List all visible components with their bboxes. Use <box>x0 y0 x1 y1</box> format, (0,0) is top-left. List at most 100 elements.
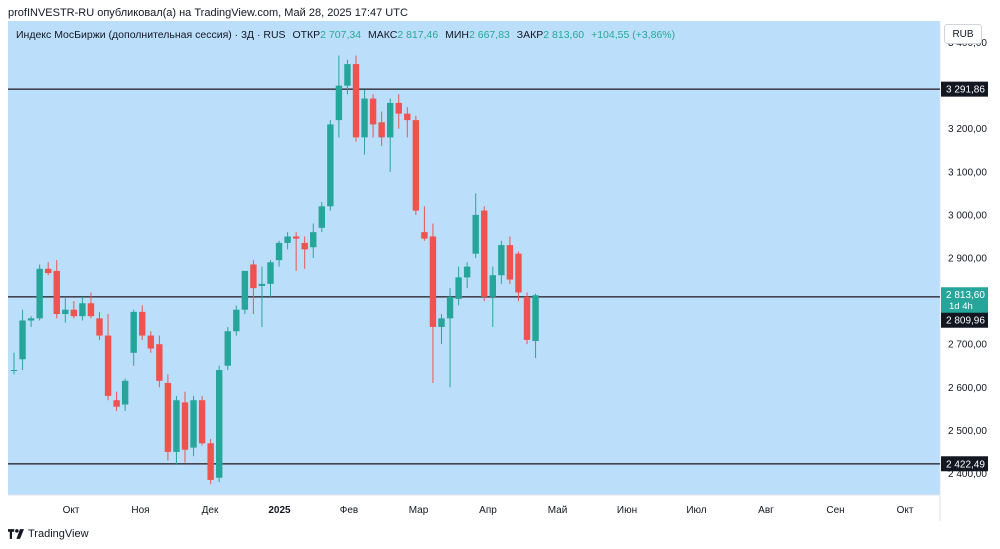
candle-body <box>446 296 454 319</box>
candle-body <box>335 85 343 121</box>
candle-body <box>216 370 223 478</box>
candle <box>498 240 505 284</box>
candle <box>369 94 377 138</box>
candle-body <box>190 400 197 448</box>
y-tick-label: 2 500,00 <box>948 426 987 437</box>
x-tick-label: Окт <box>63 505 80 516</box>
candle-body <box>224 331 231 366</box>
candlestick-chart[interactable]: 2 400,002 500,002 600,002 700,002 800,00… <box>8 21 990 521</box>
candle <box>463 262 471 289</box>
x-tick-label: Ноя <box>131 505 149 516</box>
candle <box>335 55 343 138</box>
level-price-tag <box>941 456 988 472</box>
candle <box>327 120 334 211</box>
x-tick-label: Мар <box>409 505 429 516</box>
candle-body <box>113 400 120 407</box>
candle-body <box>344 64 351 86</box>
candle-body <box>233 309 240 332</box>
candle-body <box>241 270 249 310</box>
legend-high-value: 2 817,46 <box>397 29 439 41</box>
plot-background <box>8 21 940 495</box>
y-tick-label: 2 400,00 <box>948 469 987 480</box>
y-tick-label: 3 100,00 <box>948 167 987 178</box>
candle <box>267 260 274 297</box>
candle <box>344 59 351 95</box>
chart-area[interactable]: 2 400,002 500,002 600,002 700,002 800,00… <box>8 21 990 521</box>
legend-symbol: Индекс МосБиржи (дополнительная сессия) … <box>16 29 286 41</box>
candle <box>53 260 60 319</box>
level-price-tag <box>941 312 988 328</box>
candle <box>250 260 257 315</box>
legend-close-value: 2 813,60 <box>543 29 585 41</box>
legend-low-value: 2 667,83 <box>469 29 510 41</box>
candle-body <box>121 380 129 405</box>
candle-body <box>327 124 334 207</box>
currency-button[interactable]: RUB <box>944 24 982 44</box>
price-scale-background <box>940 21 990 521</box>
candle-body <box>147 335 154 349</box>
candle-body <box>463 266 471 278</box>
candle <box>216 365 223 483</box>
candle-body <box>173 400 180 452</box>
candle <box>532 293 539 359</box>
level-price-tag <box>941 81 988 97</box>
candle-body <box>481 210 488 297</box>
candle-body <box>275 242 283 261</box>
candle-body <box>515 253 522 293</box>
candle-body <box>506 245 514 280</box>
candle-body <box>36 268 43 319</box>
candle <box>506 236 514 284</box>
candle <box>310 223 317 258</box>
candle-body <box>498 245 505 276</box>
candle <box>472 193 479 258</box>
candle <box>10 352 18 375</box>
candle <box>378 111 385 146</box>
last-price-label: 2 813,60 <box>946 290 985 301</box>
candle-body <box>19 320 26 360</box>
candle-body <box>207 443 214 480</box>
candle-body <box>455 277 462 299</box>
candle-body <box>87 303 95 317</box>
candle <box>27 316 35 327</box>
candle <box>87 292 95 319</box>
candle-body <box>489 275 496 297</box>
x-tick-label: Окт <box>897 505 914 516</box>
candle-body <box>258 283 266 287</box>
footer: TradingView <box>8 528 89 540</box>
candle <box>523 292 531 345</box>
candle <box>130 309 137 366</box>
candle <box>489 266 496 327</box>
candle <box>481 206 488 302</box>
candle <box>181 391 189 463</box>
legend-open-value: 2 707,34 <box>320 29 362 41</box>
candle <box>275 240 283 267</box>
candle <box>361 89 368 155</box>
candle <box>387 98 394 172</box>
candle-body <box>369 98 377 125</box>
candle-body <box>292 236 300 239</box>
chart-legend: Индекс МосБиржи (дополнительная сессия) … <box>16 29 675 41</box>
candle-body <box>181 402 189 450</box>
candle-body <box>104 335 112 396</box>
candle <box>429 223 437 383</box>
candle-body <box>139 311 146 336</box>
candle <box>36 264 43 321</box>
x-tick-label: 2025 <box>268 505 291 516</box>
candle-body <box>130 311 137 353</box>
candle-body <box>45 268 52 274</box>
last-price-tag <box>941 287 988 314</box>
candle <box>164 374 172 461</box>
candle-body <box>361 98 368 138</box>
candle <box>284 232 291 250</box>
legend-open-label: ОТКР <box>292 29 321 41</box>
candle-body <box>70 309 78 317</box>
candle <box>404 107 411 138</box>
y-tick-label: 2 900,00 <box>948 254 987 265</box>
candle <box>224 326 231 371</box>
candle <box>515 251 522 302</box>
candle-body <box>523 296 531 340</box>
candle <box>104 314 112 401</box>
candle <box>292 232 300 271</box>
candle-body <box>412 120 420 211</box>
candle-body <box>284 236 291 243</box>
